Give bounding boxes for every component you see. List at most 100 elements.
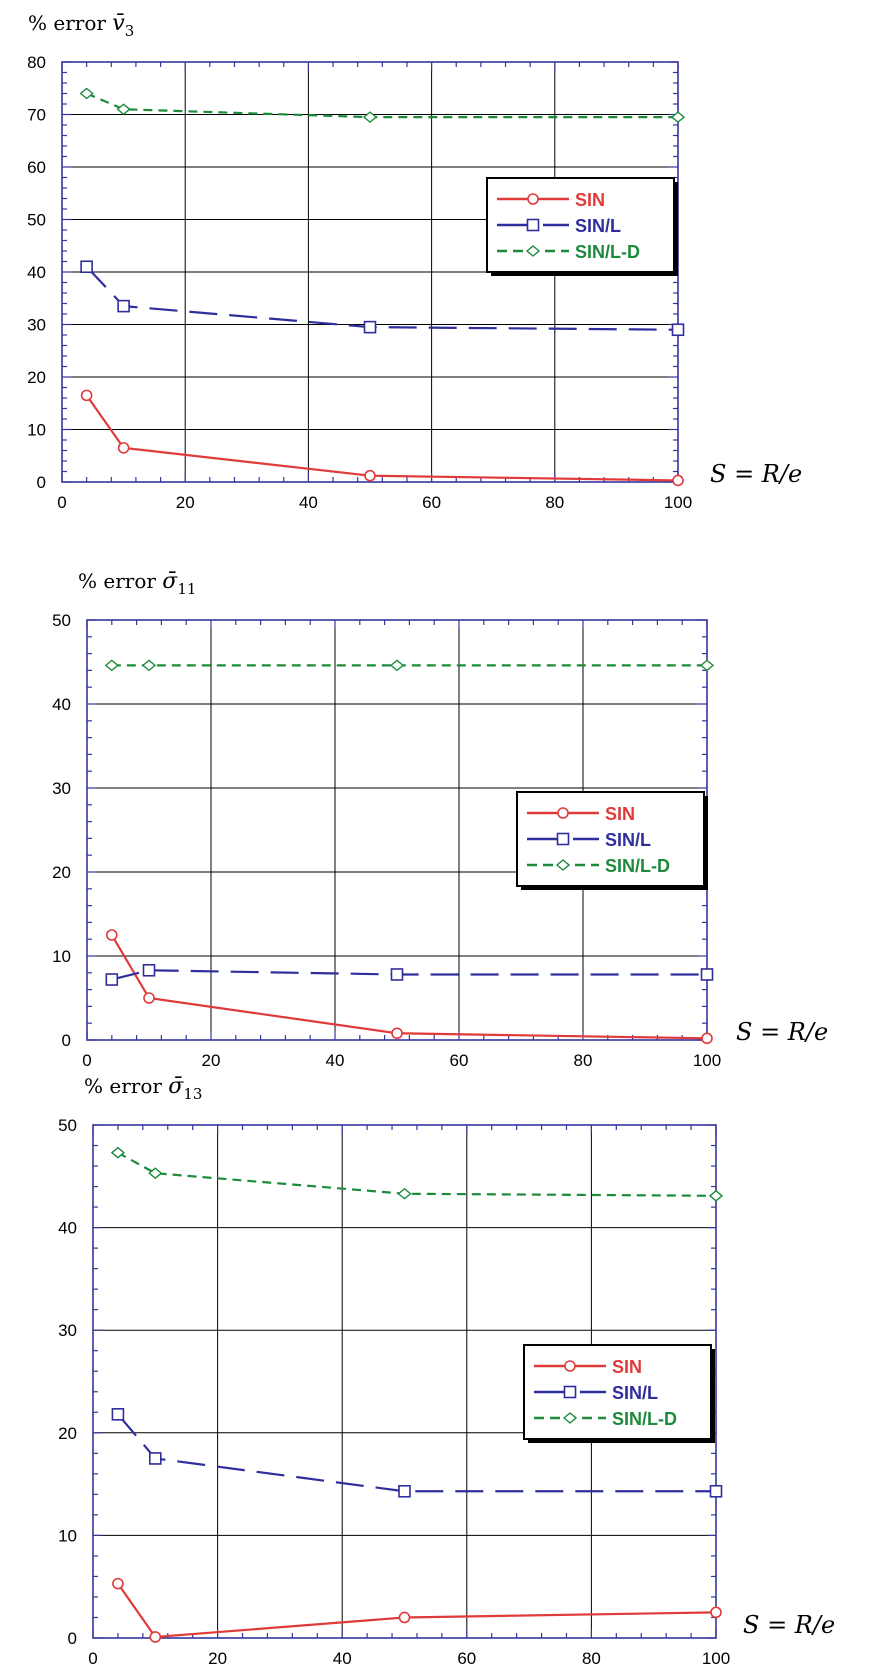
plot-frame	[92, 1124, 717, 1639]
legend-marker	[557, 807, 569, 819]
data-point-sin	[710, 1606, 722, 1619]
legend-marker	[562, 1412, 578, 1424]
data-point-sin-l	[363, 320, 377, 334]
data-point-sin	[364, 469, 376, 482]
series-line-sin	[117, 1582, 717, 1639]
title-symbol: σ̄	[162, 569, 178, 594]
chart-3: % error σ̄13 0 20 40 60 80 100 0 10 20 30 40 50 S = R…	[58, 1074, 835, 1668]
x-tick-label: 0	[57, 493, 66, 512]
data-point-sin-l	[149, 1452, 162, 1465]
x-tick-label: 0	[82, 1051, 91, 1070]
y-tick-label: 50	[52, 611, 71, 630]
chart-1: % error v̄30 20 40 60 80 10001020304050607080…	[27, 11, 802, 512]
title-prefix: % error	[84, 1074, 168, 1098]
x-axis-label: S = R/e	[710, 460, 802, 488]
data-point-sin	[143, 992, 155, 1004]
y-tick-label: 30	[27, 316, 46, 335]
x-tick-label: 100	[702, 1649, 730, 1668]
legend: SIN SIN/L SIN/L-D	[516, 791, 708, 890]
y-tick-label: 80	[27, 53, 46, 72]
data-point-sin-l-d	[699, 659, 715, 672]
x-tick-label: 0	[88, 1649, 97, 1668]
legend: SIN SIN/L SIN/L-D	[523, 1344, 715, 1443]
x-tick-label: 100	[664, 493, 692, 512]
y-tick-label: 20	[27, 368, 46, 387]
data-point-sin-l	[105, 973, 119, 986]
legend: SIN SIN/L SIN/L-D	[486, 177, 678, 276]
legend-marker	[526, 218, 540, 232]
x-tick-label: 60	[450, 1051, 469, 1070]
chart-title: % error σ̄11	[78, 569, 196, 598]
legend-label: SIN/L-D	[575, 242, 640, 262]
data-point-sin	[117, 442, 130, 454]
chart-title: % error v̄3	[28, 11, 134, 40]
x-tick-label: 80	[582, 1649, 601, 1668]
legend-label: SIN/L-D	[605, 856, 670, 876]
legend-label: SIN	[612, 1357, 642, 1377]
legend-label: SIN/L-D	[612, 1409, 677, 1429]
y-tick-label: 40	[58, 1219, 77, 1238]
y-tick-label: 10	[52, 947, 71, 966]
chart-title: % error σ̄13	[84, 1074, 202, 1103]
data-point-sin-l	[709, 1484, 723, 1498]
title-symbol: σ̄	[168, 1074, 184, 1099]
x-tick-label: 20	[202, 1051, 221, 1070]
legend-label: SIN/L	[575, 216, 621, 236]
series-line-sin-l	[85, 265, 679, 331]
series-line-sin-l	[111, 969, 707, 981]
y-tick-label: 10	[58, 1526, 77, 1545]
x-tick-label: 40	[299, 493, 318, 512]
data-point-sin-l-d	[708, 1189, 724, 1202]
chart-2: % error σ̄11 0 20 40 60 80 100 0 10 20 30 40 50 S = R…	[52, 569, 828, 1070]
legend-marker	[564, 1360, 576, 1372]
x-tick-label: 80	[545, 493, 564, 512]
y-tick-label: 20	[52, 863, 71, 882]
series-line-sin	[85, 394, 679, 482]
legend-label: SIN/L	[612, 1383, 658, 1403]
data-point-sin	[398, 1611, 411, 1624]
data-point-sin	[149, 1631, 162, 1643]
data-point-sin-l-d	[670, 111, 686, 124]
x-tick-label: 80	[574, 1051, 593, 1070]
data-point-sin	[701, 1032, 713, 1045]
x-axis-label: S = R/e	[736, 1018, 828, 1046]
data-point-sin-l	[111, 1408, 125, 1421]
y-tick-label: 40	[52, 695, 71, 714]
y-tick-label: 20	[58, 1424, 77, 1443]
y-tick-label: 50	[27, 211, 46, 230]
data-point-sin	[672, 474, 684, 487]
data-point-sin-l-d	[141, 659, 157, 672]
data-point-sin	[391, 1027, 403, 1040]
data-point-sin-l-d	[79, 87, 94, 100]
y-tick-label: 0	[68, 1629, 77, 1648]
data-point-sin-l-d	[148, 1167, 163, 1180]
y-tick-label: 50	[58, 1116, 77, 1135]
data-point-sin-l	[117, 299, 130, 313]
title-symbol: v̄	[112, 11, 125, 36]
legend-marker	[556, 832, 570, 846]
data-point-sin-l	[700, 968, 714, 981]
data-point-sin-l	[390, 968, 404, 981]
y-tick-label: 0	[62, 1031, 71, 1050]
y-tick-label: 40	[27, 263, 46, 282]
x-tick-label: 40	[326, 1051, 345, 1070]
data-point-sin-l-d	[397, 1187, 412, 1200]
legend-marker	[525, 245, 541, 257]
y-tick-label: 10	[27, 421, 46, 440]
x-tick-label: 60	[422, 493, 441, 512]
data-point-sin-l-d	[104, 659, 119, 672]
y-tick-label: 0	[37, 473, 46, 492]
data-point-sin-l	[398, 1484, 411, 1498]
data-point-sin-l-d	[116, 103, 131, 116]
title-prefix: % error	[28, 11, 112, 35]
legend-label: SIN/L	[605, 830, 651, 850]
data-point-sin	[112, 1577, 124, 1590]
title-subscript: 11	[177, 580, 196, 598]
x-tick-label: 40	[333, 1649, 352, 1668]
x-tick-label: 20	[176, 493, 195, 512]
series-line-sin-l-d	[117, 1151, 717, 1197]
series-line-sin	[110, 934, 708, 1040]
y-tick-label: 60	[27, 158, 46, 177]
title-prefix: % error	[78, 569, 162, 593]
x-tick-label: 20	[208, 1649, 227, 1668]
